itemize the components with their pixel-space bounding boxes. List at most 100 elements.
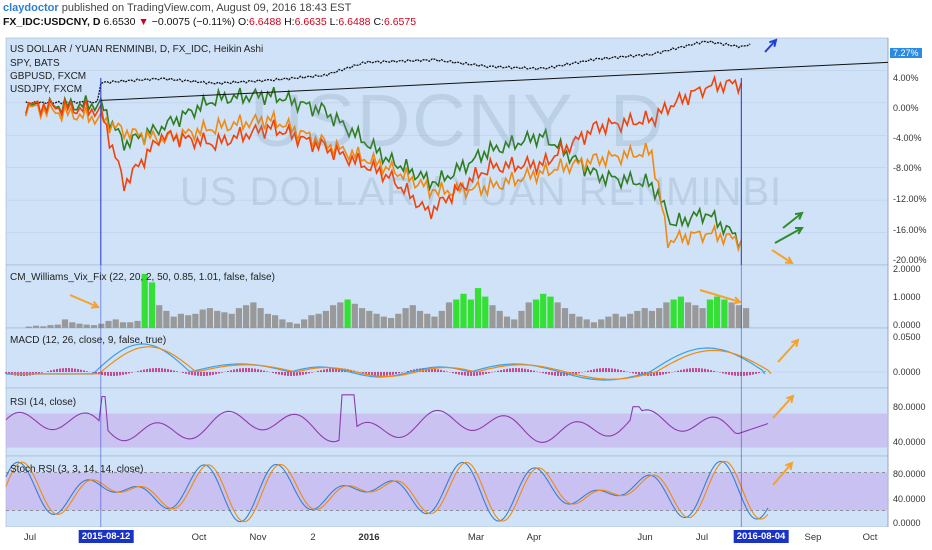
series-line-gbpusd [24,101,743,253]
vix-bar [148,282,156,328]
orange-arrow-vix-left [69,294,99,308]
vix-bar [612,313,619,329]
vix-bar [228,313,235,329]
open-label: O: [237,16,250,28]
vix-bar [337,302,344,329]
vix-bar [525,302,532,329]
vix-bar [279,319,286,328]
vix-bar [590,322,597,328]
orange-arrow-macd [777,339,799,363]
x-tick: Oct [862,532,878,543]
vix-bar [438,310,445,328]
low-value: 6.6488 [338,16,371,28]
vix-bar [518,310,525,328]
y-tick: 2.0000 [893,264,921,274]
stoch-k-line [5,460,769,523]
legend-spy[interactable]: SPY, BATS [10,58,60,69]
vix-bar [25,326,32,328]
last-value-badge: 7.27% [890,48,922,58]
vix-bar [598,319,605,328]
vix-bar [69,322,76,328]
y-tick: 0.00% [893,103,919,113]
vix-bar [619,316,626,328]
orange-arrow-rsi-head [786,394,795,404]
close-value: 6.6575 [383,16,417,28]
x-tick: Oct [191,532,207,543]
vix-bar [503,316,511,328]
y-tick: 80.0000 [893,469,926,479]
main-panel-title: US DOLLAR / YUAN RENMINBI, D, FX_IDC, He… [10,44,264,55]
green-arrow-2-head [794,226,804,235]
vix-bar [605,316,612,328]
orange-arrow-stoch [772,462,793,486]
green-arrow-head [794,211,804,220]
vix-bar [685,302,692,329]
vix-bar [199,309,206,328]
vix-bar [670,299,677,328]
vix-bar [192,313,199,329]
vix-bar [474,288,482,328]
vix-bar [402,308,409,328]
symbol-name[interactable]: FX_IDC:USDCNY, D [3,16,101,28]
x-tick: Jul [695,532,709,543]
vix-bar [308,315,315,328]
high-value: 6.6635 [294,16,327,28]
green-arrow-2 [774,227,803,244]
vix-bar [706,299,713,328]
x-highlight-right: 2016-08-04 [733,530,789,543]
rsi-band [6,413,888,448]
series-line-usdcny [25,40,751,105]
vix-bar [134,320,141,328]
legend-gbpusd[interactable]: GBPUSD, FXCM [10,71,87,82]
vix-bar [163,310,170,328]
vix-bar [235,308,242,328]
vix-bar [511,319,518,328]
author-link[interactable]: claydoctor [3,2,59,14]
orange-arrow-stoch-head [785,461,794,471]
vix-bar [634,310,641,328]
vix-bar [119,322,127,328]
vix-bar [656,308,663,328]
watermark-name: US DOLLAR / YUAN RENMINBI [180,170,783,214]
green-arrow [782,212,803,229]
y-tick: -8.00% [893,163,922,173]
vix-bar [627,313,634,329]
vix-bar [272,315,279,328]
y-tick: -12.00% [893,194,927,204]
y-tick: -4.00% [893,133,922,143]
vix-bar [482,296,489,328]
vix-bar [453,299,460,328]
published-text: published on TradingView.com, August 09,… [61,2,352,14]
stoch-d-line [5,460,769,523]
vix-bar [127,322,134,328]
y-tick: 80.0000 [893,402,926,412]
symbol-header: FX_IDC:USDCNY, D 6.6530 ▼ −0.0075 (−0.11… [3,16,416,28]
series-line-usdjpy [24,74,743,220]
vix-bar [141,273,148,328]
y-tick: 0.0500 [893,332,921,342]
vix-bar [532,299,540,328]
vix-bar [424,313,431,329]
vix-bar [648,310,655,328]
vix-bar [395,313,402,329]
vix-bar [214,310,221,328]
down-arrow-icon: ▼ [138,16,149,28]
vix-bar [322,310,329,328]
vix-bar [583,319,590,328]
y-tick: 1.0000 [893,292,921,302]
vix-bar [61,319,69,328]
vix-bar [286,322,293,328]
legend-usdjpy[interactable]: USDJPY, FXCM [10,84,83,95]
vix-bar [409,305,416,328]
x-tick: Apr [526,532,542,543]
macd-panel-title: MACD (12, 26, close, 9, false, true) [10,335,167,346]
x-tick: 2016 [358,532,380,543]
vix-bar [250,302,257,329]
blue-arrow-head [769,38,778,48]
vix-bar [366,310,373,328]
x-tick: Nov [249,532,267,543]
vix-bar [460,293,467,328]
vix-bar [257,308,264,328]
vix-bar [540,293,547,328]
